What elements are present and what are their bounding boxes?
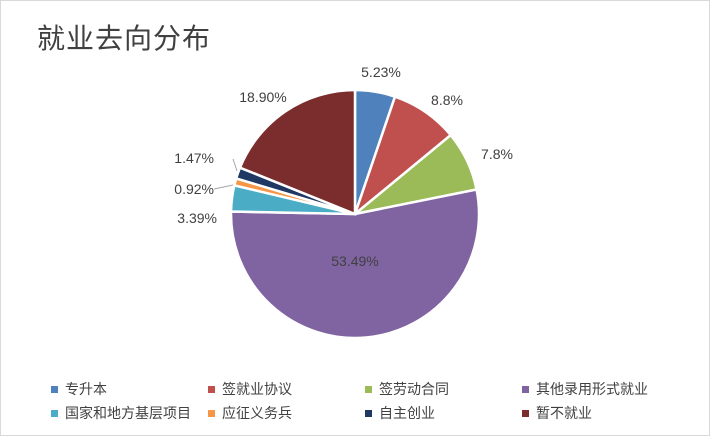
legend-label: 国家和地方基层项目: [65, 406, 191, 422]
legend-entry: 自主创业: [365, 403, 435, 423]
legend-label: 应征义务兵: [222, 406, 292, 422]
legend-swatch: [365, 385, 372, 393]
data-label: 18.90%: [239, 89, 286, 105]
legend-label: 签就业协议: [222, 382, 292, 398]
legend-entry: 应征义务兵: [208, 403, 292, 423]
legend-label: 暂不就业: [536, 406, 592, 422]
data-label: 0.92%: [174, 181, 214, 197]
legend-label: 专升本: [65, 382, 107, 398]
legend-entry: 其他录用形式就业: [522, 379, 648, 399]
data-label: 1.47%: [174, 150, 214, 166]
legend-entry: 暂不就业: [522, 403, 592, 423]
pie-slice: [238, 88, 357, 216]
data-label: 7.8%: [481, 146, 513, 162]
legend-entry: 国家和地方基层项目: [51, 403, 191, 423]
legend-entry: 签就业协议: [208, 379, 292, 399]
legend-entry: 专升本: [51, 379, 107, 399]
legend-swatch: [522, 385, 529, 393]
legend-swatch: [365, 409, 372, 417]
chart-title: 就业去向分布: [37, 22, 212, 55]
data-label: 53.49%: [331, 253, 378, 269]
data-label: 8.8%: [431, 92, 463, 108]
legend-swatch: [522, 409, 529, 417]
legend-label: 自主创业: [379, 406, 435, 422]
legend-swatch: [51, 409, 58, 417]
leader-line: [232, 158, 238, 172]
legend-swatch: [208, 409, 215, 417]
data-label: 5.23%: [361, 64, 401, 80]
data-label: 3.39%: [177, 210, 217, 226]
legend-label: 其他录用形式就业: [536, 382, 648, 398]
legend-swatch: [208, 385, 215, 393]
pie-slice: [229, 187, 481, 340]
legend-entry: 签劳动合同: [365, 379, 449, 399]
leader-line: [213, 184, 234, 190]
legend-swatch: [51, 385, 58, 393]
legend-label: 签劳动合同: [379, 382, 449, 398]
